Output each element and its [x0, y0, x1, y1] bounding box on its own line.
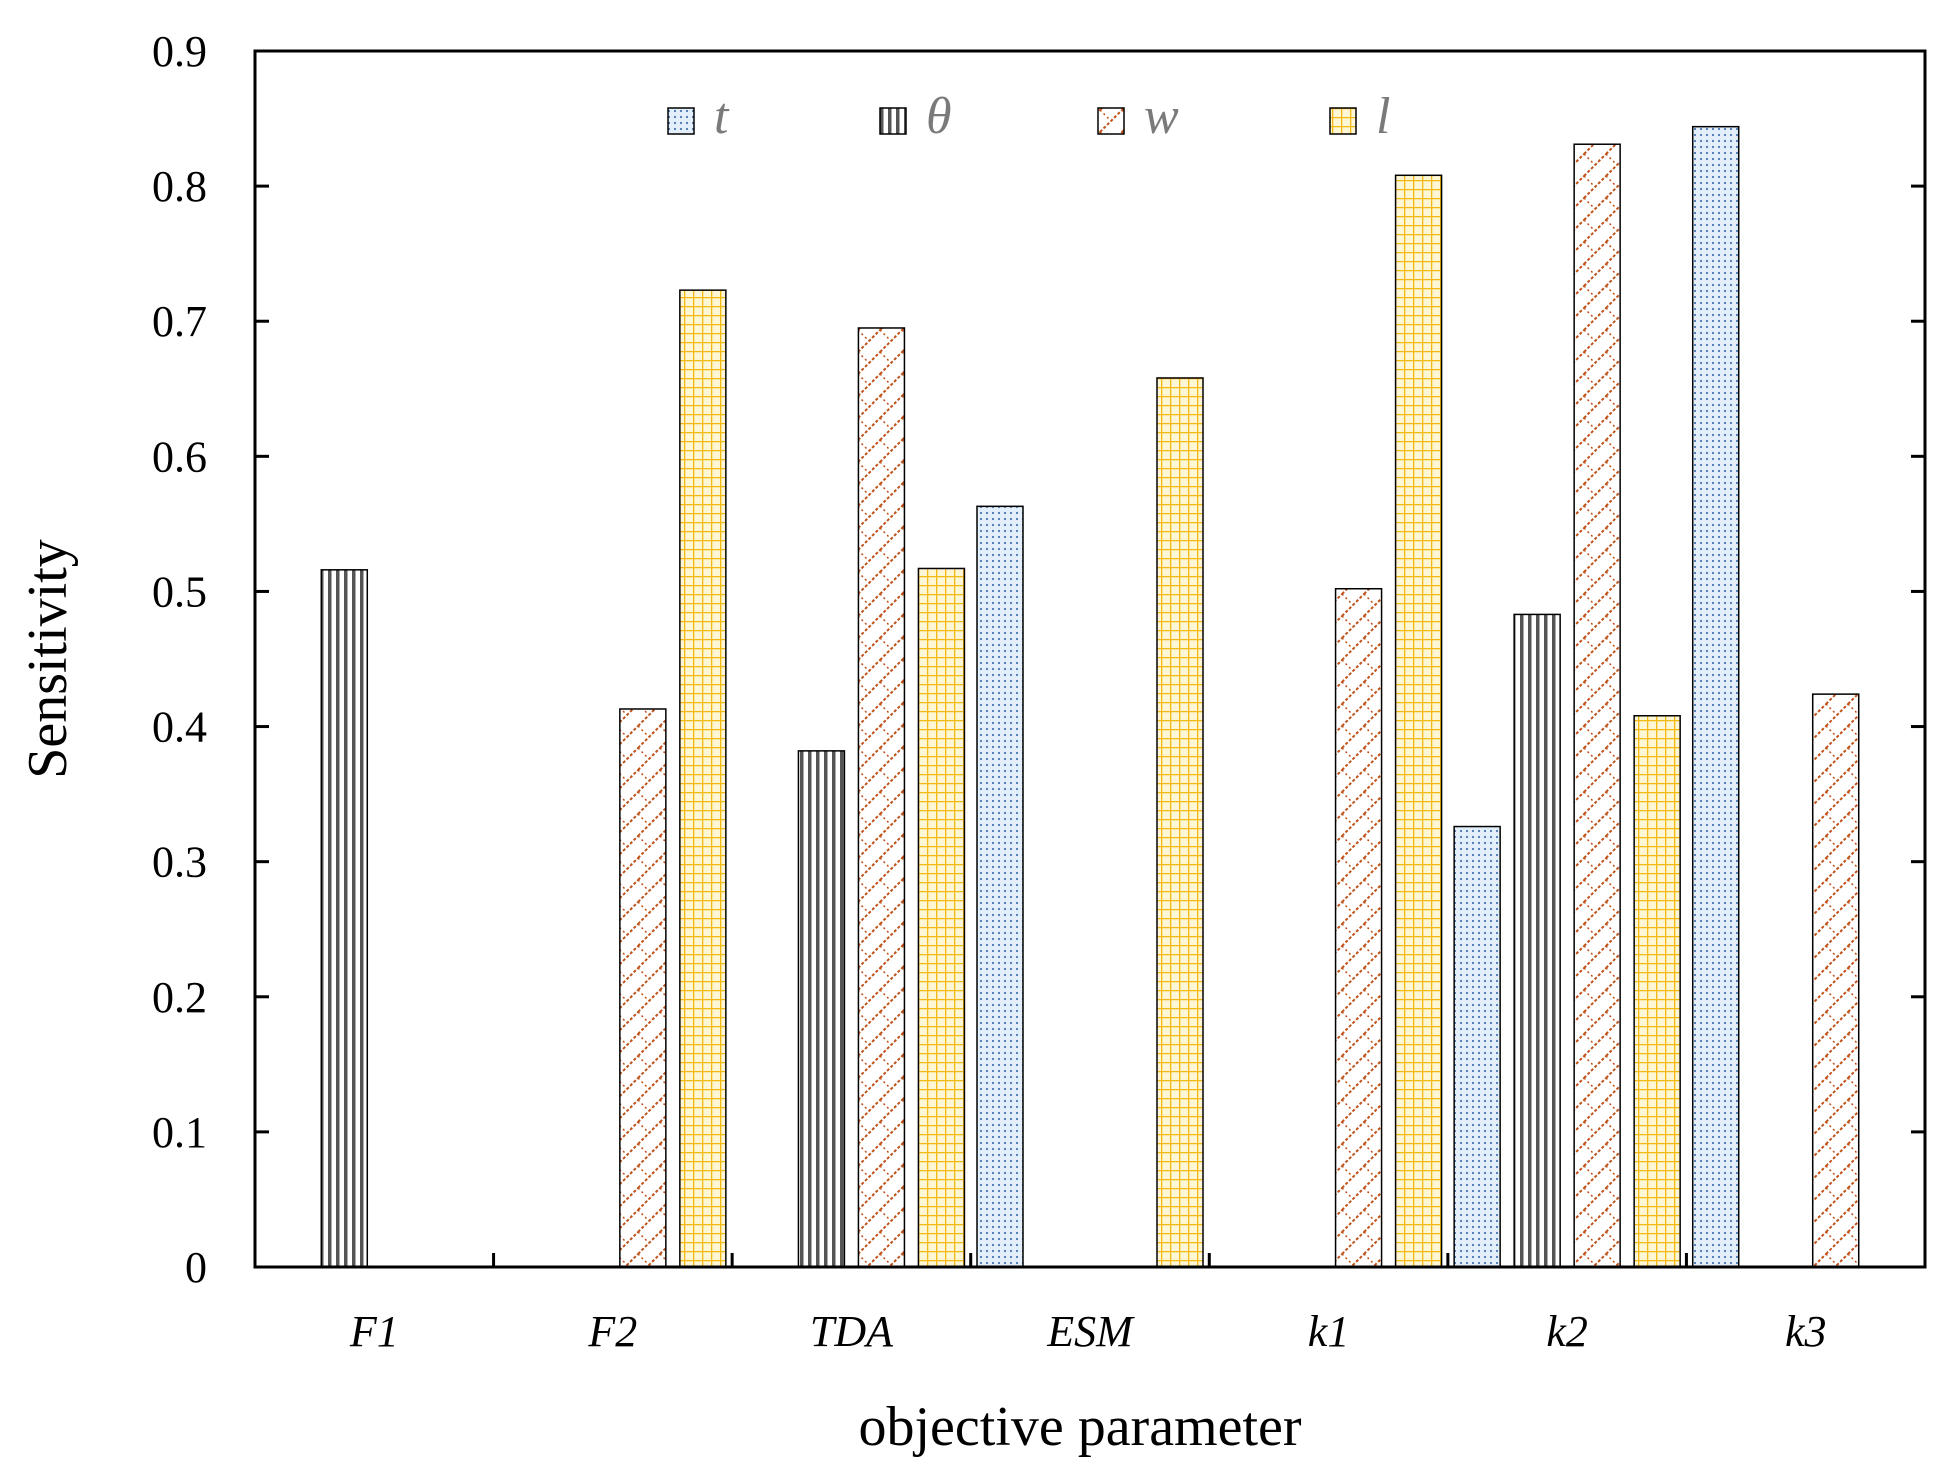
bar-esm-series-0: [976, 505, 1024, 1268]
y-tick-label: 0.7: [152, 297, 207, 346]
bar-tda-series-3: [917, 567, 966, 1268]
y-tick-label: 0.4: [152, 703, 207, 752]
legend-label: t: [714, 88, 730, 145]
x-category-label: F2: [587, 1307, 637, 1356]
bar-k1-series-2: [1334, 587, 1383, 1268]
legend-label: θ: [926, 88, 952, 145]
y-axis-title: Sensitivity: [17, 539, 79, 779]
plot-frame: [253, 49, 1927, 1269]
y-tick-label: 0.9: [152, 27, 207, 76]
legend-swatch: [667, 107, 695, 135]
y-tick-label: 0.6: [152, 432, 207, 481]
bar-f2-series-2: [619, 708, 667, 1268]
legend-label: w: [1144, 88, 1179, 145]
legend-swatch: [1329, 107, 1357, 135]
bar-k2-series-0: [1453, 825, 1501, 1268]
legend-swatch: [1097, 107, 1125, 135]
y-tick-label: 0.3: [152, 838, 207, 887]
bar-k2-series-1: [1513, 613, 1561, 1268]
bar-f2-series-3: [679, 289, 727, 1268]
y-axis-tick-labels: 0 0.1 0.2 0.3 0.4 0.5 0.6 0.7 0.8 0.9: [152, 27, 207, 1292]
x-axis-category-labels: F1 F2 TDA ESM k1 k2 k3: [349, 1307, 1827, 1356]
bar-f1-series-1: [320, 569, 369, 1268]
x-category-label: k1: [1308, 1307, 1350, 1356]
y-tick-label: 0.5: [152, 567, 207, 616]
bar-k3-series-0: [1691, 125, 1740, 1268]
y-tick-label: 0.2: [152, 973, 207, 1022]
bar-esm-series-3: [1156, 377, 1204, 1268]
y-tick-label: 0: [185, 1243, 207, 1292]
legend-label: l: [1376, 88, 1390, 145]
legend-swatch: [879, 107, 907, 135]
x-category-label: k2: [1546, 1307, 1588, 1356]
bar-k1-series-3: [1394, 174, 1443, 1268]
bar-tda-series-2: [857, 327, 906, 1268]
bar-tda-series-1: [797, 750, 846, 1268]
x-category-label: ESM: [1046, 1307, 1135, 1356]
x-category-label: TDA: [810, 1307, 894, 1356]
x-category-label: k3: [1785, 1307, 1827, 1356]
y-tick-label: 0.1: [152, 1108, 207, 1157]
y-tick-label: 0.8: [152, 162, 207, 211]
bars: [320, 125, 1860, 1268]
bar-k3-series-2: [1811, 693, 1860, 1268]
axis-ticks: [255, 49, 1925, 1269]
x-axis-title: objective parameter: [858, 1396, 1301, 1458]
x-category-label: F1: [349, 1307, 399, 1356]
bar-k2-series-2: [1573, 143, 1621, 1268]
bar-k2-series-3: [1633, 714, 1681, 1268]
